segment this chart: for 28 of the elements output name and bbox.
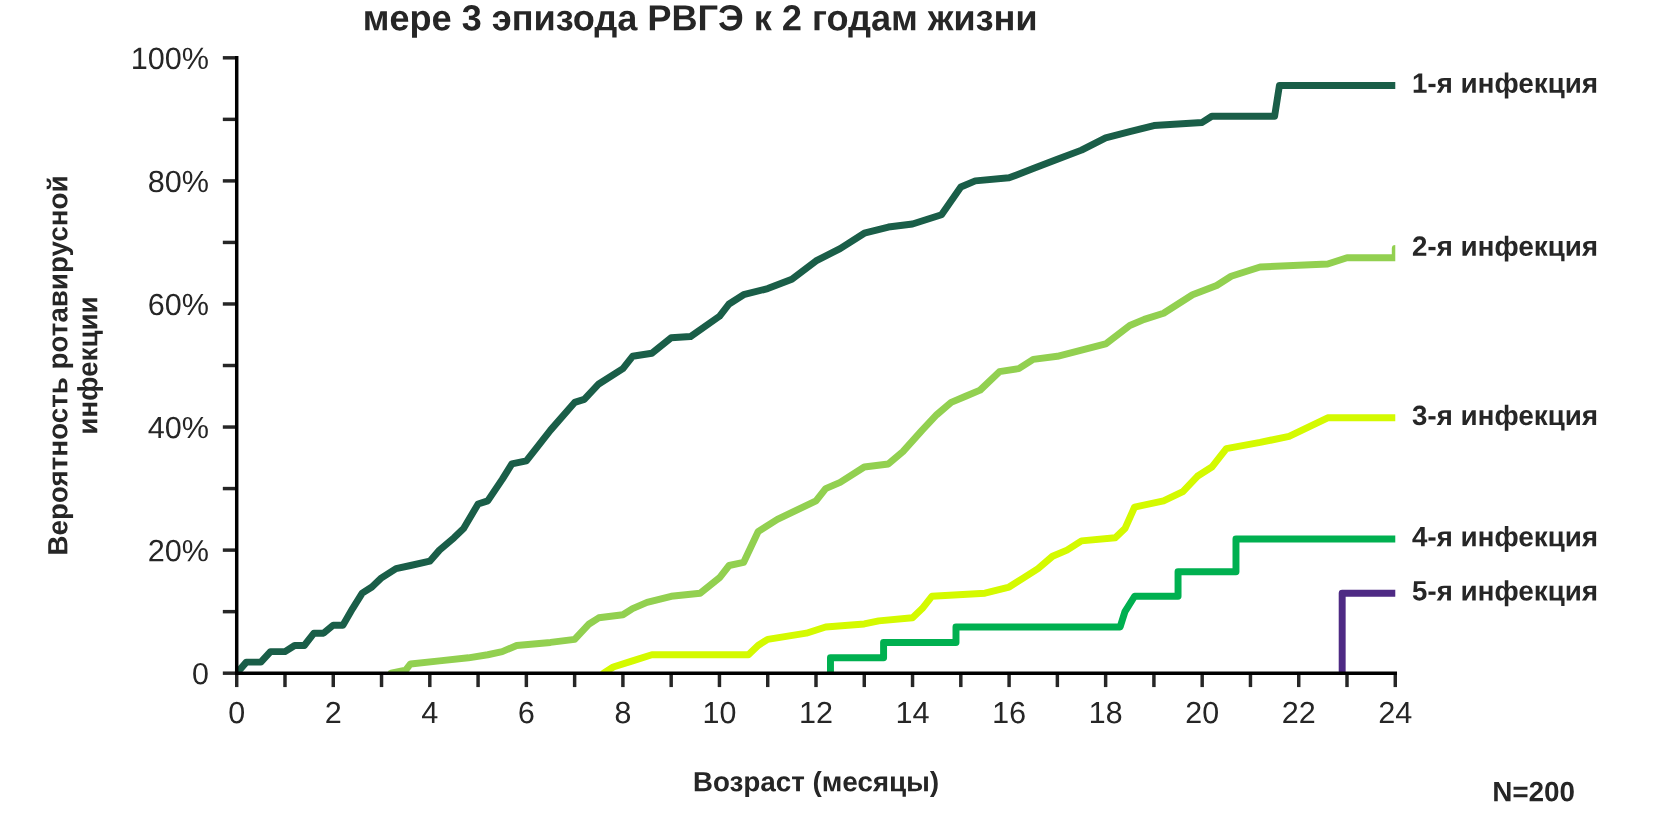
x-tick-label: 4 (422, 702, 438, 724)
series-label: 5-я инфекция (1412, 580, 1597, 607)
y-tick-label: 80% (149, 170, 208, 193)
y-tick-label: 20% (149, 539, 208, 562)
x-tick-label: 0 (229, 701, 245, 724)
x-tick-label: 12 (801, 701, 832, 724)
y-tick-label: 40% (148, 416, 208, 439)
x-tick-label: 2 (326, 701, 341, 724)
x-tick-label: 8 (615, 701, 631, 724)
x-tick-label: 14 (897, 702, 929, 724)
x-tick-label: 6 (519, 701, 534, 724)
x-tick-label: 18 (1090, 701, 1122, 724)
series-label: 3-я инфекция (1412, 404, 1597, 431)
series-label: 2-я инфекция (1412, 235, 1597, 262)
y-tick-label: 0 (193, 662, 208, 685)
x-tick-label: 10 (704, 701, 736, 724)
series-label: 1-я инфекция (1413, 72, 1597, 99)
x-tick-label: 22 (1283, 701, 1315, 724)
x-axis-title: Возраст (месяцы) (694, 771, 938, 798)
text: N=200 (1494, 781, 1574, 802)
x-tick-label: 16 (994, 701, 1025, 724)
y-tick-label: 100% (133, 47, 208, 70)
y-tick-label: 60% (149, 293, 208, 316)
x-tick-label: 20 (1186, 701, 1218, 724)
chart-title: мере 3 эпизода РВГЭ к 2 годам жизни (365, 5, 1036, 38)
series-label: 4-я инфекция (1412, 526, 1597, 552)
y-axis-title: Вероятность ротавирусной инфекции (46, 177, 104, 554)
x-tick-label: 24 (1379, 701, 1412, 724)
